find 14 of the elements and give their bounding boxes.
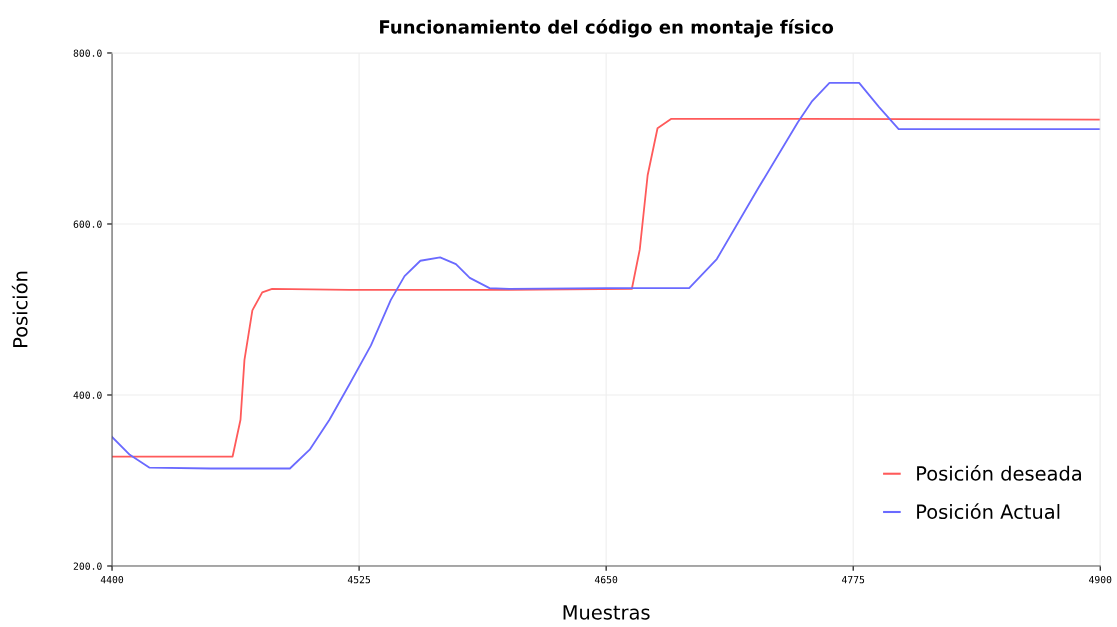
y-tick-label: 800.0 [73,49,102,57]
x-tick-label: 4650 [594,575,618,584]
y-axis-title: Posición [11,271,28,347]
y-tick-label: 200.0 [73,562,102,570]
y-tick-label: 400.0 [73,391,102,399]
chart-title: Funcionamiento del código en montaje físico [380,19,834,38]
legend-label: Posición Actual [917,503,1060,520]
x-tick-label: 4400 [100,575,124,584]
y-tick-label: 600.0 [73,220,102,228]
x-axis-title: Muestras [563,605,650,620]
x-tick-label: 4525 [347,575,371,584]
legend-label: Posición deseada [917,464,1081,481]
x-tick-label: 4900 [1089,575,1112,584]
x-tick-label: 4775 [841,576,865,584]
